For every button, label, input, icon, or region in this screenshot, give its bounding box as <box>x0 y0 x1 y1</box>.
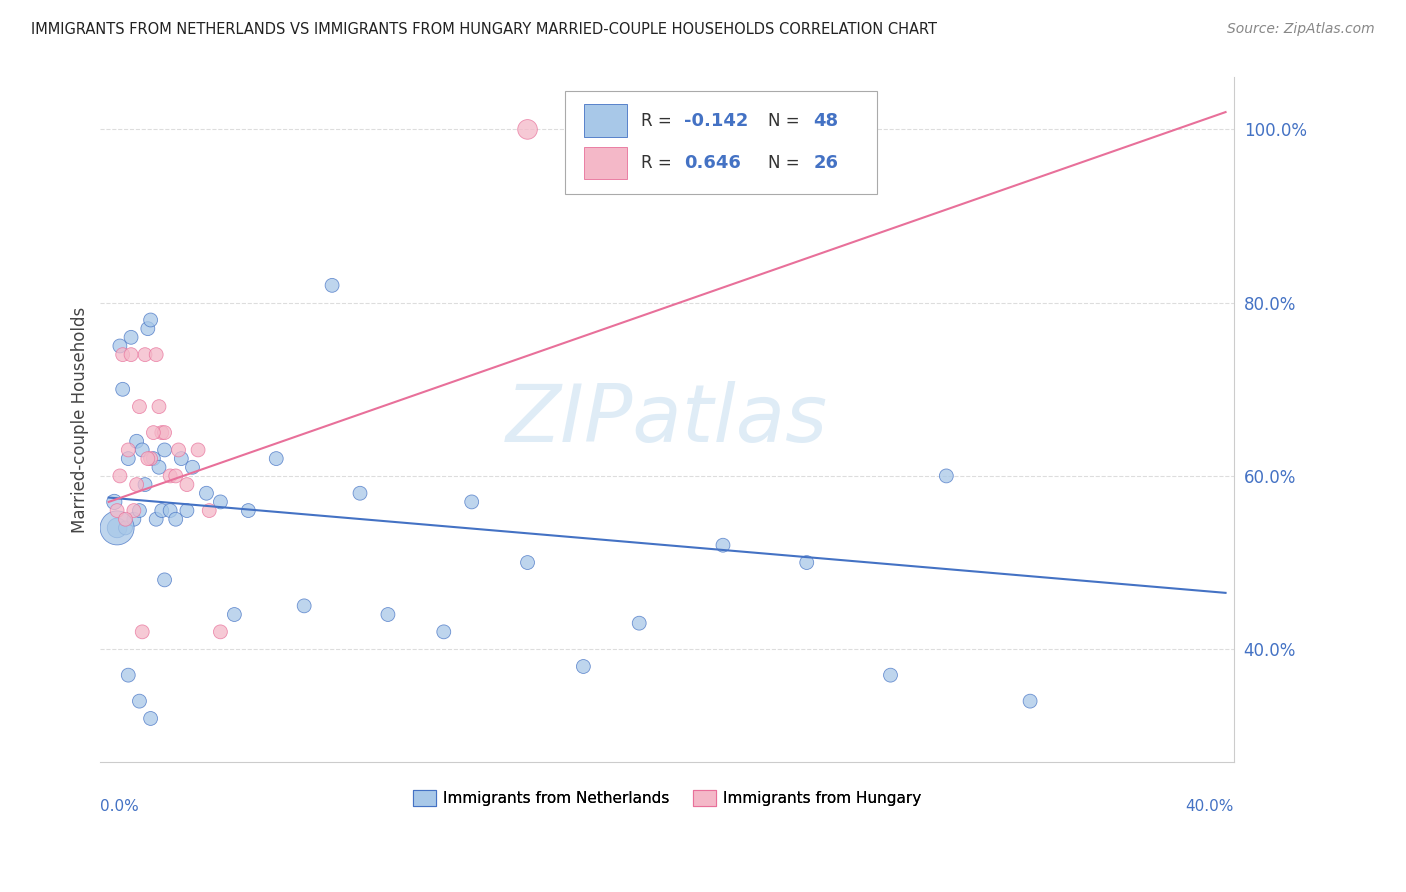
Point <box>136 451 159 466</box>
Point <box>120 330 142 344</box>
Point <box>111 348 134 362</box>
Point <box>628 616 651 631</box>
Point <box>128 400 150 414</box>
Point <box>796 556 818 570</box>
Point <box>148 460 170 475</box>
Text: 40.0%: 40.0% <box>1185 799 1234 814</box>
Point <box>321 278 343 293</box>
Text: N =: N = <box>768 154 804 172</box>
Point <box>1019 694 1042 708</box>
Point <box>145 348 167 362</box>
FancyBboxPatch shape <box>585 146 627 179</box>
Point <box>572 659 595 673</box>
Point <box>176 477 198 491</box>
Point <box>150 503 173 517</box>
Point <box>711 538 734 552</box>
Point <box>516 122 538 136</box>
Point <box>122 503 145 517</box>
Point <box>108 339 131 353</box>
Point <box>935 469 957 483</box>
Point <box>111 382 134 396</box>
Point <box>139 313 162 327</box>
Point <box>264 451 287 466</box>
Point <box>103 495 125 509</box>
FancyBboxPatch shape <box>585 104 627 137</box>
Point <box>349 486 371 500</box>
Point <box>516 556 538 570</box>
Point <box>195 486 218 500</box>
Point <box>125 434 148 449</box>
Point <box>181 460 204 475</box>
Point <box>167 442 190 457</box>
Text: ZIPatlas: ZIPatlas <box>506 381 828 458</box>
Point <box>292 599 315 613</box>
Text: 48: 48 <box>813 112 838 129</box>
Point <box>153 442 176 457</box>
Point <box>114 521 136 535</box>
Point <box>105 503 128 517</box>
Point <box>108 469 131 483</box>
Point <box>134 477 156 491</box>
Text: 26: 26 <box>813 154 838 172</box>
FancyBboxPatch shape <box>565 91 877 194</box>
Point <box>238 503 260 517</box>
Point <box>136 321 159 335</box>
Point <box>159 503 181 517</box>
Point <box>377 607 399 622</box>
Point <box>125 477 148 491</box>
Point <box>117 442 139 457</box>
Point <box>139 451 162 466</box>
Point <box>139 711 162 725</box>
Point <box>142 425 165 440</box>
Text: R =: R = <box>641 112 678 129</box>
Point <box>128 694 150 708</box>
Point <box>198 503 221 517</box>
Point <box>153 425 176 440</box>
Point <box>120 348 142 362</box>
Y-axis label: Married-couple Households: Married-couple Households <box>72 307 89 533</box>
Text: N =: N = <box>768 112 804 129</box>
Point <box>209 495 232 509</box>
Point <box>460 495 482 509</box>
Point <box>145 512 167 526</box>
Point <box>117 451 139 466</box>
Point <box>187 442 209 457</box>
Point <box>114 512 136 526</box>
Point <box>224 607 246 622</box>
Point <box>150 425 173 440</box>
Point <box>433 624 456 639</box>
Point <box>105 521 128 535</box>
Point <box>105 521 128 535</box>
Text: -0.142: -0.142 <box>685 112 748 129</box>
Point <box>134 348 156 362</box>
Point <box>153 573 176 587</box>
Point <box>165 512 187 526</box>
Text: IMMIGRANTS FROM NETHERLANDS VS IMMIGRANTS FROM HUNGARY MARRIED-COUPLE HOUSEHOLDS: IMMIGRANTS FROM NETHERLANDS VS IMMIGRANT… <box>31 22 936 37</box>
Point <box>117 668 139 682</box>
Point <box>131 624 153 639</box>
Point <box>131 442 153 457</box>
Point <box>170 451 193 466</box>
Text: R =: R = <box>641 154 678 172</box>
Point <box>142 451 165 466</box>
Point <box>209 624 232 639</box>
Text: 0.646: 0.646 <box>685 154 741 172</box>
Point <box>122 512 145 526</box>
Point <box>128 503 150 517</box>
Legend: Immigrants from Netherlands, Immigrants from Hungary: Immigrants from Netherlands, Immigrants … <box>406 784 928 813</box>
Point <box>159 469 181 483</box>
Point <box>176 503 198 517</box>
Point <box>165 469 187 483</box>
Text: Source: ZipAtlas.com: Source: ZipAtlas.com <box>1227 22 1375 37</box>
Point <box>148 400 170 414</box>
Text: 0.0%: 0.0% <box>100 799 139 814</box>
Point <box>879 668 901 682</box>
